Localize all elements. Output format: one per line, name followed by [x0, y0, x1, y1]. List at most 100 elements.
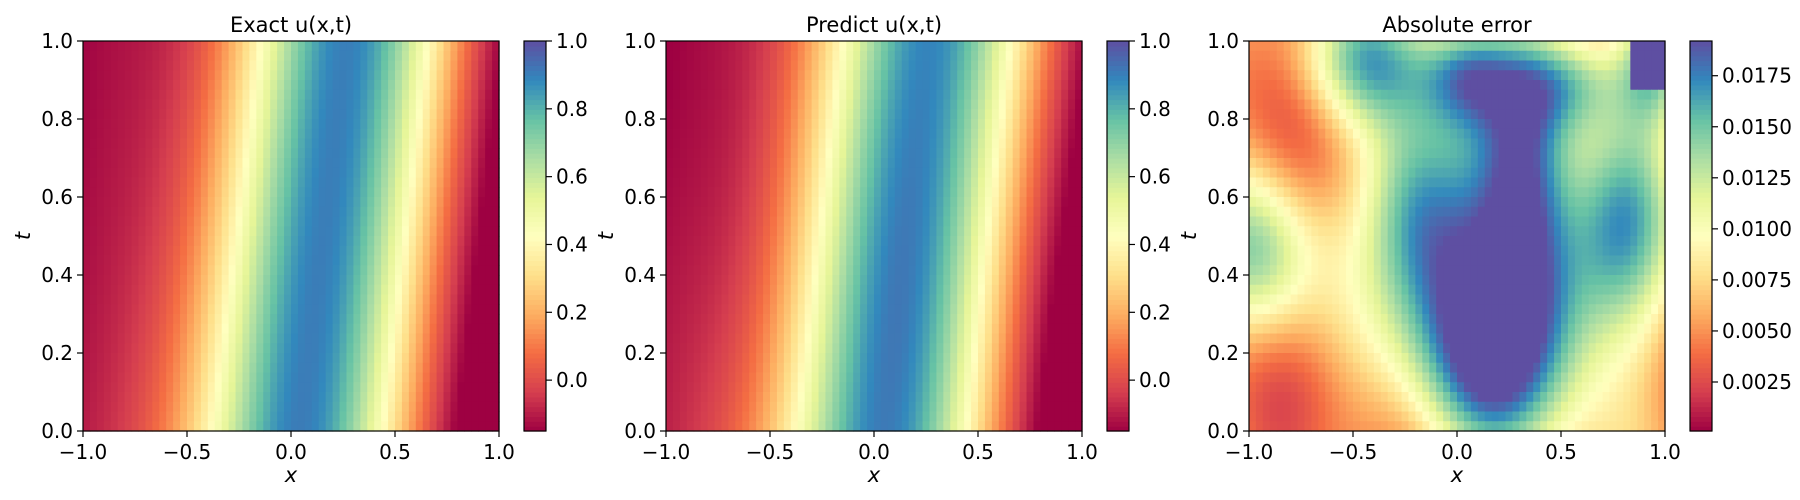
heatmap-cell — [374, 401, 382, 413]
heatmap-cell — [874, 275, 882, 286]
heatmap-cell — [173, 89, 181, 101]
heatmap-cell — [804, 343, 813, 354]
heatmap-cell — [957, 304, 965, 315]
heatmap-cell — [415, 177, 424, 188]
heatmap-cell — [374, 236, 382, 247]
heatmap-cell — [166, 226, 174, 237]
heatmap-cell — [388, 236, 396, 247]
heatmap-cell — [672, 128, 681, 140]
heatmap-cell — [422, 362, 431, 374]
heatmap-cell — [832, 314, 840, 325]
heatmap-cell — [714, 119, 723, 130]
heatmap-cell — [159, 245, 167, 257]
heatmap-cell — [436, 41, 445, 52]
heatmap-cell — [200, 206, 209, 218]
heatmap-cell — [187, 119, 195, 130]
heatmap-cell — [679, 255, 688, 266]
heatmap-cell — [686, 70, 695, 81]
heatmap-cell — [936, 187, 944, 198]
heatmap-cell — [304, 60, 313, 71]
heatmap-cell — [457, 41, 465, 52]
heatmap-cell — [367, 138, 375, 149]
heatmap-cell — [332, 41, 341, 52]
heatmap-cell — [374, 372, 382, 383]
heatmap-cell — [915, 138, 924, 149]
heatmap-cell — [874, 353, 882, 364]
heatmap-cell — [131, 392, 140, 403]
heatmap-cell — [284, 294, 292, 305]
heatmap-cell — [478, 89, 486, 101]
heatmap-cell — [749, 353, 757, 364]
heatmap-cell — [853, 60, 861, 71]
heatmap-cell — [207, 421, 216, 432]
heatmap-cell — [388, 294, 396, 305]
heatmap-cell — [776, 109, 785, 120]
heatmap-cell — [686, 41, 695, 52]
heatmap-cell — [707, 99, 716, 110]
heatmap-cell — [291, 333, 299, 344]
heatmap-cell — [1019, 294, 1028, 305]
heatmap-cell — [96, 206, 105, 218]
heatmap-cell — [707, 353, 716, 364]
heatmap-cell — [138, 216, 146, 227]
heatmap-cell — [401, 206, 410, 218]
heatmap-cell — [853, 411, 861, 422]
heatmap-cell — [159, 265, 167, 276]
heatmap-cell — [984, 70, 993, 81]
heatmap-cell — [756, 304, 764, 315]
colorbar-band — [524, 128, 546, 135]
heatmap-cell — [284, 362, 292, 374]
heatmap-cell — [138, 109, 146, 120]
heatmap-cell — [728, 245, 736, 257]
heatmap-cell — [89, 362, 98, 374]
heatmap-cell — [894, 226, 903, 237]
heatmap-cell — [110, 158, 119, 169]
heatmap-cell — [1047, 60, 1055, 71]
heatmap-cell — [776, 60, 785, 71]
heatmap-cell — [193, 80, 202, 91]
heatmap-cell — [89, 245, 98, 257]
heatmap-cell — [1033, 294, 1041, 305]
heatmap-cell — [693, 148, 702, 159]
heatmap-cell — [443, 70, 452, 81]
heatmap-cell — [964, 392, 972, 403]
heatmap-cell — [131, 343, 140, 354]
heatmap-cell — [804, 177, 813, 188]
heatmap-cell — [297, 372, 306, 383]
heatmap-cell — [214, 197, 223, 208]
heatmap-cell — [353, 401, 361, 413]
heatmap-cell — [450, 294, 458, 305]
heatmap-cell — [867, 421, 875, 432]
heatmap-cell — [1047, 226, 1055, 237]
heatmap-cell — [846, 216, 854, 227]
heatmap-cell — [950, 138, 958, 149]
heatmap-cell — [915, 411, 924, 422]
heatmap-cell — [180, 353, 188, 364]
heatmap-cell — [83, 60, 91, 71]
heatmap-cell — [464, 401, 472, 413]
heatmap-cell — [756, 411, 764, 422]
heatmap-cell — [166, 372, 174, 383]
heatmap-cell — [311, 119, 320, 130]
heatmap-cell — [867, 187, 875, 198]
heatmap-cell — [249, 70, 257, 81]
heatmap-cell — [304, 382, 313, 393]
heatmap-cell — [818, 323, 827, 335]
heatmap-cell — [346, 275, 354, 286]
heatmap-cell — [173, 226, 181, 237]
heatmap-cell — [360, 343, 368, 354]
heatmap-cell — [173, 382, 181, 393]
heatmap-cell — [686, 245, 695, 257]
heatmap-cell — [749, 362, 757, 374]
heatmap-cell — [776, 167, 785, 179]
heatmap-cell — [1061, 109, 1069, 120]
heatmap-cell — [180, 187, 188, 198]
heatmap-cell — [922, 206, 931, 218]
heatmap-cell — [693, 275, 702, 286]
heatmap-cell — [874, 343, 882, 354]
heatmap-cell — [1054, 284, 1062, 296]
heatmap-cell — [360, 304, 368, 315]
heatmap-cell — [291, 206, 299, 218]
heatmap-cell — [492, 187, 500, 198]
heatmap-cell — [770, 421, 778, 432]
